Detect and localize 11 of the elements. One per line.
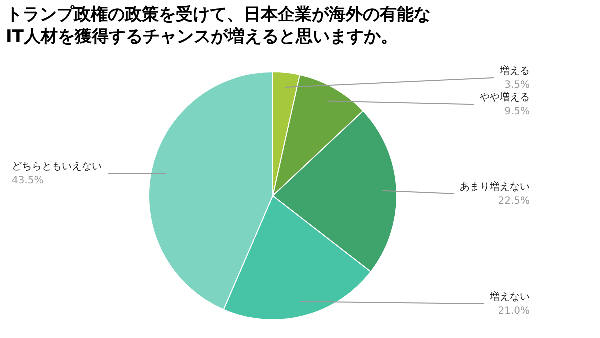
title: トランプ政権の政策を受けて、日本企業が海外の有能な IT人材を獲得するチャンスが増えると思いますか。 <box>6 4 431 48</box>
data-label: 43.5% <box>12 176 44 187</box>
slice-label: あまり増えない <box>460 180 530 193</box>
slice-label: 増える <box>499 65 530 77</box>
data-label: 9.5% <box>504 106 530 118</box>
slice-label: 増えない <box>489 291 530 303</box>
data-label: 3.5% <box>504 80 530 91</box>
slice-label: やや増える <box>480 92 530 104</box>
data-label: 21.0% <box>498 306 530 317</box>
slice-label: どちらともいえない <box>12 162 102 173</box>
data-label: 22.5% <box>498 196 530 207</box>
